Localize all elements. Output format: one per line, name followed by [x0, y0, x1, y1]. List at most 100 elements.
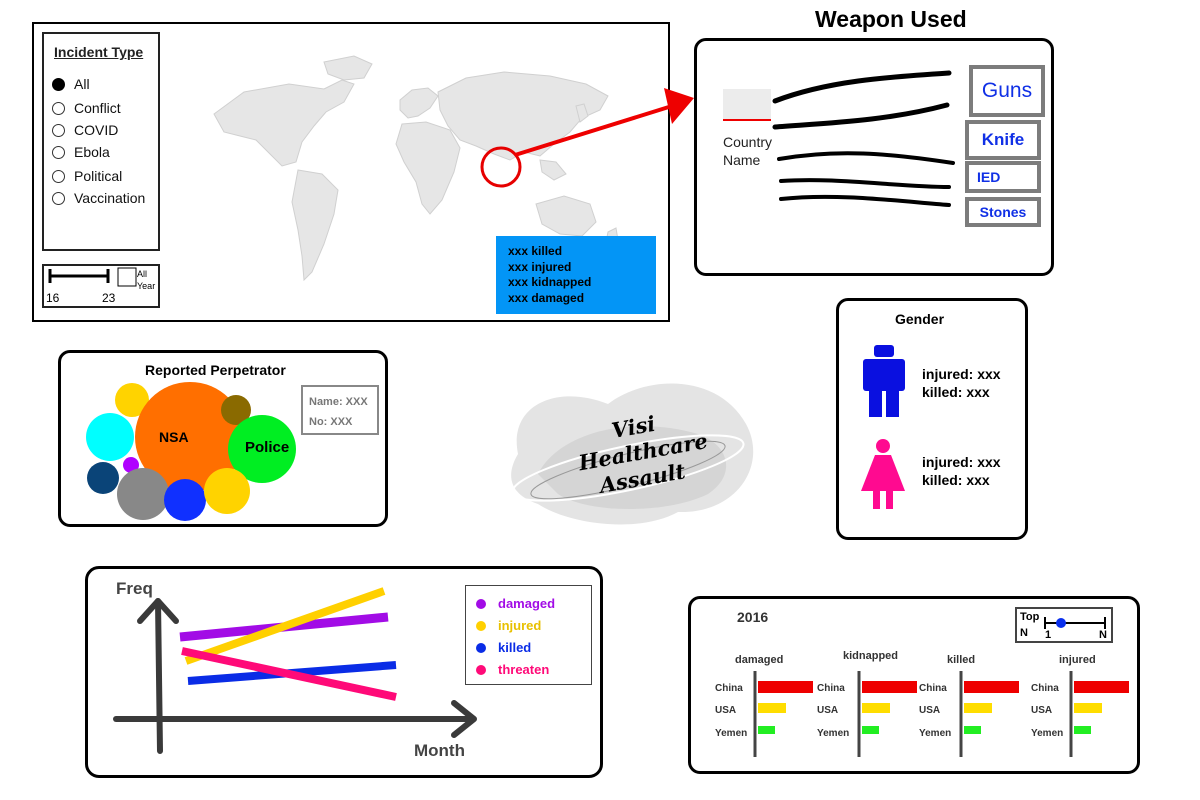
- bar-country-label: China: [817, 683, 845, 694]
- legend-dot-icon: [476, 598, 486, 609]
- country-label-line-1: Country: [723, 134, 773, 150]
- weapon-used-panel: Country Name Guns Knife IED Stones: [694, 38, 1054, 276]
- bubble-label-nsa: NSA: [159, 429, 189, 445]
- legend-dot-icon: [476, 664, 486, 675]
- legend-dot-icon: [476, 620, 486, 631]
- bar-country-label: China: [715, 683, 743, 694]
- bar-damaged-china[interactable]: [758, 681, 813, 693]
- tooltip-name: Name: XXX: [309, 396, 368, 408]
- reported-perpetrator-panel: Reported Perpetrator NSA Police Name: XX…: [58, 350, 388, 527]
- legend-label: damaged: [498, 596, 556, 611]
- radio-label: Vaccination: [74, 190, 146, 206]
- bar-injured-china[interactable]: [1074, 681, 1129, 693]
- radio-selected-icon[interactable]: [52, 77, 65, 91]
- app-logo: Visi Healthcare Assault: [498, 344, 768, 534]
- male-injured: injured: xxx: [922, 366, 1001, 382]
- perpetrator-bubble-chart[interactable]: [61, 353, 387, 525]
- slider-track[interactable]: [1043, 615, 1107, 631]
- weapon-stones[interactable]: Stones: [965, 197, 1041, 227]
- incident-stats-box: xxx killed xxx injured xxx kidnapped xxx…: [496, 236, 656, 314]
- year-range-slider[interactable]: 16 23 All Year: [42, 264, 160, 308]
- radio-all[interactable]: All: [52, 76, 90, 92]
- chart-legend: damaged injured killed threaten: [465, 585, 592, 685]
- bar-country-label: Yemen: [919, 728, 951, 739]
- country-name-label: Country Name: [723, 133, 772, 169]
- region-highlight: [480, 146, 522, 188]
- radio-label: Ebola: [74, 144, 110, 160]
- male-icon[interactable]: [859, 345, 909, 419]
- x-axis-label: Month: [414, 741, 465, 760]
- legend-label: killed: [498, 640, 532, 655]
- bar-group-title: damaged: [735, 654, 783, 666]
- slider-top-label: Top: [1020, 611, 1040, 623]
- weapon-used-title: Weapon Used: [815, 6, 967, 32]
- legend-item-damaged[interactable]: damaged: [476, 596, 555, 611]
- top-n-slider[interactable]: Top N 1 N: [1015, 607, 1113, 643]
- bar-injured-yemen[interactable]: [1074, 726, 1091, 734]
- female-killed: killed: xxx: [922, 472, 990, 488]
- bar-killed-yemen[interactable]: [964, 726, 981, 734]
- bar-injured-usa[interactable]: [1074, 703, 1102, 713]
- bar-kidnapped-usa[interactable]: [862, 703, 890, 713]
- bar-damaged-usa[interactable]: [758, 703, 786, 713]
- radio-icon[interactable]: [52, 123, 65, 137]
- radio-ebola[interactable]: Ebola: [52, 144, 110, 160]
- bar-country-label: Yemen: [715, 728, 747, 739]
- bar-group-title: injured: [1059, 654, 1096, 666]
- slider-min-label: 1: [1045, 629, 1052, 641]
- radio-vaccination[interactable]: Vaccination: [52, 190, 145, 206]
- gender-panel: Gender injured: xxx killed: xxx injured:…: [836, 298, 1028, 540]
- radio-covid[interactable]: COVID: [52, 122, 118, 138]
- gender-title: Gender: [895, 311, 945, 327]
- frequency-chart-panel: Freq Month damaged injured killed threat…: [85, 566, 603, 778]
- incident-type-title: Incident Type: [54, 44, 144, 60]
- perpetrator-title: Reported Perpetrator: [145, 362, 286, 378]
- bar-killed-usa[interactable]: [964, 703, 992, 713]
- bar-country-label: Yemen: [1031, 728, 1063, 739]
- incident-type-filter: Incident Type All Conflict COVID Ebola P…: [42, 32, 160, 251]
- bar-country-label: USA: [817, 705, 838, 716]
- radio-icon[interactable]: [52, 191, 65, 205]
- bar-country-label: USA: [715, 705, 736, 716]
- female-injured: injured: xxx: [922, 454, 1001, 470]
- country-label-line-2: Name: [723, 152, 761, 168]
- year-min-label: 16: [46, 291, 60, 305]
- all-year-checkbox-label-1: All: [137, 269, 148, 279]
- legend-item-injured[interactable]: injured: [476, 618, 541, 633]
- bar-country-label: Yemen: [817, 728, 849, 739]
- bar-kidnapped-yemen[interactable]: [862, 726, 879, 734]
- slider-n-label: N: [1020, 627, 1028, 639]
- radio-label: All: [74, 76, 90, 92]
- radio-conflict[interactable]: Conflict: [52, 100, 121, 116]
- year-slider-track[interactable]: [44, 266, 162, 310]
- legend-dot-icon: [476, 642, 486, 653]
- bar-kidnapped-china[interactable]: [862, 681, 917, 693]
- radio-icon[interactable]: [52, 169, 65, 183]
- weapon-knife[interactable]: Knife: [965, 120, 1041, 160]
- weapon-sankey-links: [772, 70, 955, 207]
- weapon-guns[interactable]: Guns: [969, 65, 1045, 117]
- bar-country-label: China: [1031, 683, 1059, 694]
- bar-country-label: USA: [1031, 705, 1052, 716]
- top-n-bar-charts[interactable]: damaged China USA Yemen kidnapped China USA Yem…: [691, 599, 1137, 771]
- male-killed: killed: xxx: [922, 384, 990, 400]
- stat-damaged: xxx damaged: [508, 290, 585, 305]
- radio-political[interactable]: Political: [52, 168, 122, 184]
- weapon-ied[interactable]: IED: [965, 161, 1041, 193]
- stat-killed: xxx killed: [508, 244, 563, 258]
- frequency-line-chart[interactable]: [88, 569, 600, 775]
- bar-country-label: China: [919, 683, 947, 694]
- legend-item-threaten[interactable]: threaten: [476, 662, 549, 677]
- slider-handle-icon[interactable]: [1056, 618, 1066, 628]
- bar-damaged-yemen[interactable]: [758, 726, 775, 734]
- female-icon[interactable]: [859, 439, 907, 511]
- bar-killed-china[interactable]: [964, 681, 1019, 693]
- year-max-label: 23: [102, 291, 116, 305]
- radio-icon[interactable]: [52, 145, 65, 159]
- female-stats: injured: xxx killed: xxx: [922, 453, 1001, 489]
- legend-item-killed[interactable]: killed: [476, 640, 531, 655]
- male-stats: injured: xxx killed: xxx: [922, 365, 1001, 401]
- stat-kidnapped: xxx kidnapped: [508, 275, 592, 289]
- stat-injured: xxx injured: [508, 259, 572, 274]
- radio-icon[interactable]: [52, 101, 65, 115]
